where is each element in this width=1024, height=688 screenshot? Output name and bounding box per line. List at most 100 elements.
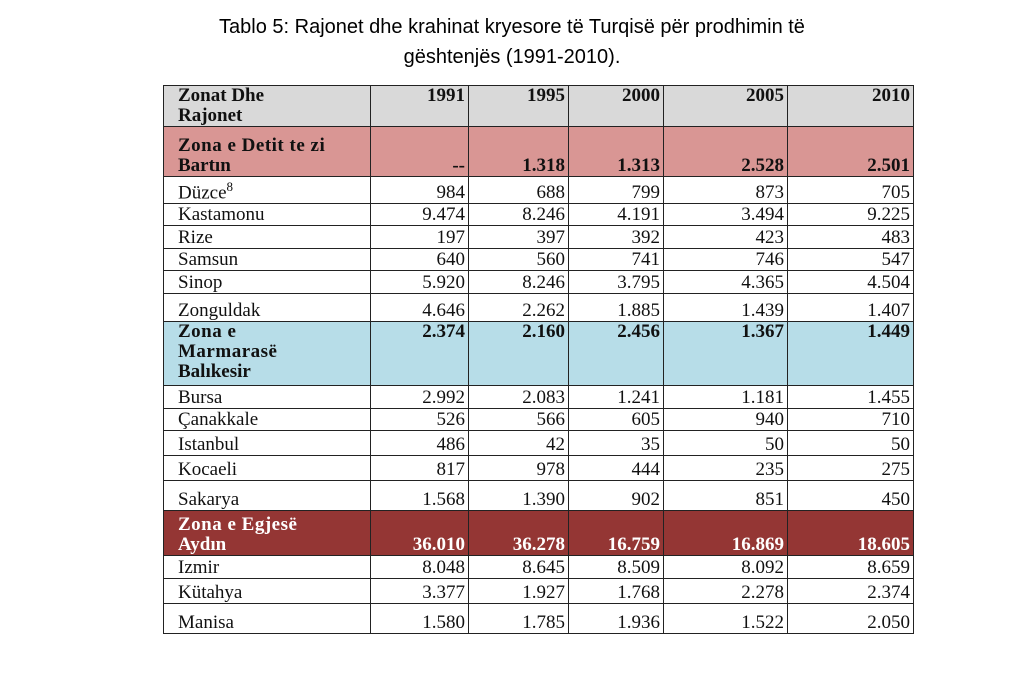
label-cell: Samsun bbox=[163, 248, 371, 272]
title-line: Tablo 5: Rajonet dhe krahinat kryesore t… bbox=[219, 16, 805, 38]
row: Izmir 8.048 8.645 8.509 8.092 8.659 bbox=[163, 555, 914, 580]
row: Zonguldak 4.646 2.262 1.885 1.439 1.407 bbox=[163, 293, 914, 323]
value-cell: 42 bbox=[468, 430, 569, 457]
value-cell: 1.367 bbox=[663, 321, 788, 387]
value-cell: 9.225 bbox=[787, 203, 914, 227]
value-cell: 35 bbox=[568, 430, 664, 457]
value-cell: 16.759 bbox=[568, 510, 664, 557]
header-row: Zonat Dhe Rajonet 1991 1995 2000 2005 2010 bbox=[163, 85, 914, 127]
value-cell: 1.439 bbox=[663, 293, 788, 323]
row: Kastamonu 9.474 8.246 4.191 3.494 9.225 bbox=[163, 203, 914, 227]
label-cell: Zonguldak bbox=[163, 293, 371, 323]
value-cell: 8.246 bbox=[468, 203, 569, 227]
value-cell: 1.407 bbox=[787, 293, 914, 323]
value-cell: 547 bbox=[787, 248, 914, 272]
value-cell: 640 bbox=[370, 248, 469, 272]
value-cell: 1.568 bbox=[370, 480, 469, 512]
region-name: Izmir bbox=[178, 557, 220, 579]
region-name: Rize bbox=[178, 227, 213, 249]
value-cell: 940 bbox=[663, 408, 788, 432]
value-cell: 8.092 bbox=[663, 555, 788, 580]
value-cell: 1.181 bbox=[663, 385, 788, 410]
label-cell: Kocaeli bbox=[163, 455, 371, 482]
value-cell: 3.494 bbox=[663, 203, 788, 227]
row: Bursa 2.992 2.083 1.241 1.181 1.455 bbox=[163, 385, 914, 410]
label-cell: Zona e Egjesë Aydın bbox=[163, 510, 371, 557]
value-cell: 688 bbox=[468, 175, 569, 205]
value-cell: 444 bbox=[568, 455, 664, 482]
value-cell: 2.528 bbox=[663, 126, 788, 177]
title-line: gështenjës (1991-2010). bbox=[403, 46, 621, 68]
value-cell: 1.936 bbox=[568, 603, 664, 635]
region-name: Kocaeli bbox=[178, 459, 238, 481]
value-cell: 710 bbox=[787, 408, 914, 432]
value-cell: 8.246 bbox=[468, 270, 569, 295]
header-cell: 1995 bbox=[468, 85, 569, 127]
value-cell: 197 bbox=[370, 225, 469, 250]
table: Zonat Dhe Rajonet 1991 1995 2000 2005 2010 Zon… bbox=[163, 85, 914, 635]
value-cell: 486 bbox=[370, 430, 469, 457]
label-cell: Izmir bbox=[163, 555, 371, 580]
value-cell: 50 bbox=[787, 430, 914, 457]
value-cell: 16.869 bbox=[663, 510, 788, 557]
region-name: Sinop bbox=[178, 272, 223, 294]
value-cell: 18.605 bbox=[787, 510, 914, 557]
value-cell: 2.501 bbox=[787, 126, 914, 177]
row: Sakarya 1.568 1.390 902 851 450 bbox=[163, 480, 914, 512]
label-cell: Zona e Detit te zi Bartın bbox=[163, 126, 371, 177]
label-cell: Rize bbox=[163, 225, 371, 250]
value-cell: 746 bbox=[663, 248, 788, 272]
value-cell: 1.390 bbox=[468, 480, 569, 512]
value-cell: 4.365 bbox=[663, 270, 788, 295]
value-cell: 2.160 bbox=[468, 321, 569, 387]
region-name: Samsun bbox=[178, 249, 239, 271]
header-cell: 2010 bbox=[787, 85, 914, 127]
value-cell: 4.504 bbox=[787, 270, 914, 295]
header-cell: 2000 bbox=[568, 85, 664, 127]
value-cell: 2.374 bbox=[787, 578, 914, 605]
region-name: Kastamonu bbox=[178, 204, 265, 226]
value-cell: 851 bbox=[663, 480, 788, 512]
value-cell: 450 bbox=[787, 480, 914, 512]
value-cell: 605 bbox=[568, 408, 664, 432]
region-name: Manisa bbox=[178, 612, 234, 634]
value-cell: 1.927 bbox=[468, 578, 569, 605]
header-cell: 2005 bbox=[663, 85, 788, 127]
region-name: Bartın bbox=[178, 155, 231, 176]
value-cell: 566 bbox=[468, 408, 569, 432]
value-cell: 3.795 bbox=[568, 270, 664, 295]
value-cell: 423 bbox=[663, 225, 788, 250]
value-cell: 8.659 bbox=[787, 555, 914, 580]
header-label: Zonat Dhe Rajonet bbox=[178, 85, 265, 126]
value-cell: 1.885 bbox=[568, 293, 664, 323]
value-cell: 4.191 bbox=[568, 203, 664, 227]
value-cell: 817 bbox=[370, 455, 469, 482]
value-cell: 1.318 bbox=[468, 126, 569, 177]
row: Sinop 5.920 8.246 3.795 4.365 4.504 bbox=[163, 270, 914, 295]
value-cell: 9.474 bbox=[370, 203, 469, 227]
value-cell: 392 bbox=[568, 225, 664, 250]
value-cell: 1.241 bbox=[568, 385, 664, 410]
region-name: Aydın bbox=[178, 534, 227, 556]
value-cell: 1.785 bbox=[468, 603, 569, 635]
value-cell: 2.262 bbox=[468, 293, 569, 323]
region-name: Bursa bbox=[178, 387, 223, 409]
region-name: Kütahya bbox=[178, 582, 243, 604]
zone-name: Zona e Detit te zi bbox=[178, 135, 326, 156]
value-cell: 1.449 bbox=[787, 321, 914, 387]
value-cell: 397 bbox=[468, 225, 569, 250]
region-name: Düzce bbox=[178, 182, 227, 204]
value-cell: 4.646 bbox=[370, 293, 469, 323]
value-cell: 560 bbox=[468, 248, 569, 272]
label-cell: Manisa bbox=[163, 603, 371, 635]
value-cell: 36.010 bbox=[370, 510, 469, 557]
row: Kütahya 3.377 1.927 1.768 2.278 2.374 bbox=[163, 578, 914, 605]
value-cell: 2.278 bbox=[663, 578, 788, 605]
value-cell: 1.580 bbox=[370, 603, 469, 635]
value-cell: 1.455 bbox=[787, 385, 914, 410]
label-cell: Çanakkale bbox=[163, 408, 371, 432]
header-cell: 1991 bbox=[370, 85, 469, 127]
footnote: 8 bbox=[226, 179, 234, 194]
row: Manisa 1.580 1.785 1.936 1.522 2.050 bbox=[163, 603, 914, 635]
zone-row: Zona e Marmarasë Balıkesir 2.374 2.160 2.456… bbox=[163, 321, 914, 387]
